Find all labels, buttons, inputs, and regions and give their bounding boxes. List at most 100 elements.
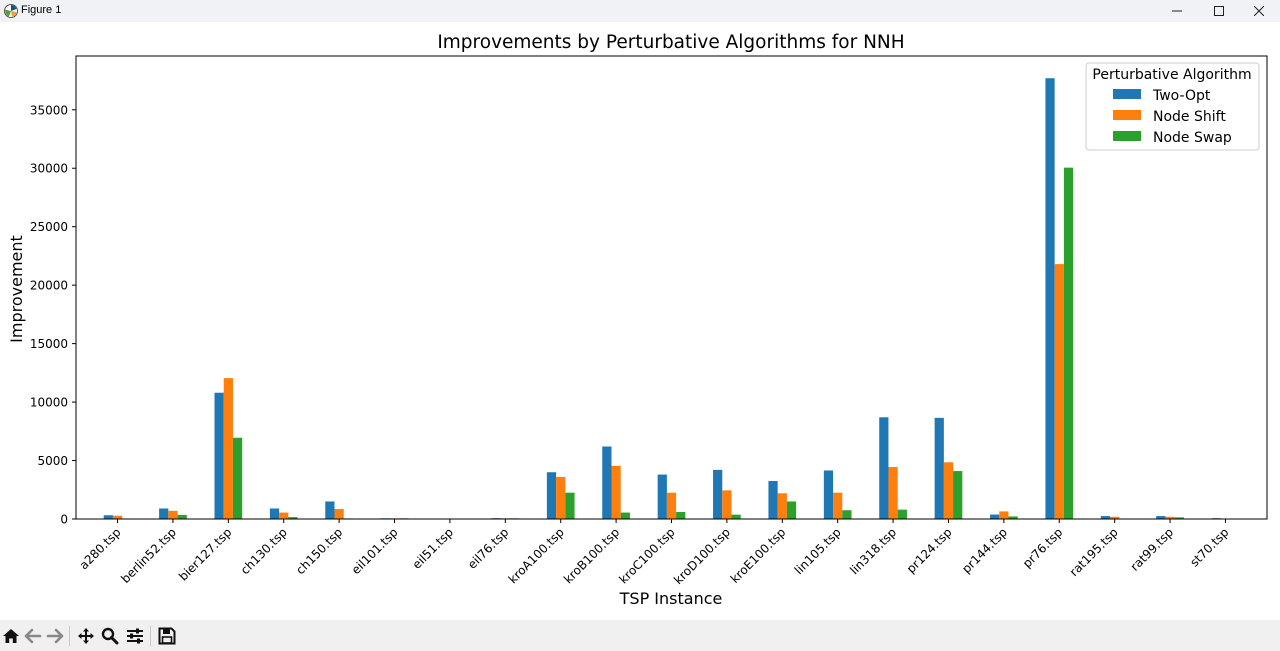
bar-two-opt-lin318-tsp [879, 417, 889, 519]
bar-node-swap-ch130-tsp [288, 517, 298, 519]
legend-swatch-node-swap [1113, 131, 1141, 141]
x-tick-label: rat195.tsp [1067, 525, 1121, 579]
save-button[interactable] [156, 625, 178, 647]
bar-node-swap-bier127-tsp [232, 437, 243, 519]
matplotlib-icon [4, 4, 18, 18]
zoom-button[interactable] [99, 625, 121, 647]
bar-node-shift-bier127-tsp [223, 378, 233, 519]
toolbar-separator [150, 626, 151, 646]
bar-two-opt-a280-tsp [103, 515, 113, 519]
back-arrow-icon [24, 628, 42, 644]
bar-node-swap-krod100-tsp [731, 514, 741, 519]
home-button[interactable] [0, 625, 22, 647]
y-tick-label: 30000 [30, 162, 68, 176]
bar-node-shift-rat99-tsp [1165, 516, 1175, 519]
close-button[interactable] [1236, 0, 1280, 22]
configure-subplots-icon [127, 628, 143, 644]
bars [103, 78, 1240, 519]
x-tick-label: kroB100.tsp [561, 525, 622, 586]
x-tick-label: ch150.tsp [293, 525, 345, 577]
x-tick-label: ch130.tsp [238, 525, 290, 577]
bar-node-shift-ch150-tsp [334, 509, 344, 519]
x-tick-label: pr76.tsp [1020, 525, 1065, 570]
bar-two-opt-ch130-tsp [269, 508, 280, 519]
bar-node-swap-lin318-tsp [897, 509, 907, 519]
bar-chart: Improvements by Perturbative Algorithms … [7, 32, 1268, 608]
bar-two-opt-rat195-tsp [1100, 516, 1111, 519]
bar-node-swap-krob100-tsp [620, 512, 630, 519]
x-tick-label: lin105.tsp [792, 525, 844, 577]
home-icon [3, 629, 19, 643]
x-tick-label: rat99.tsp [1128, 525, 1177, 574]
bar-node-swap-kroe100-tsp [786, 501, 797, 519]
bar-two-opt-kroa100-tsp [546, 472, 557, 519]
toolbar-separator [69, 626, 70, 646]
bar-node-shift-pr144-tsp [999, 511, 1009, 519]
bar-node-shift-pr76-tsp [1054, 264, 1064, 519]
y-tick-label: 35000 [30, 103, 68, 117]
maximize-button[interactable] [1196, 0, 1242, 22]
bar-node-swap-berlin52-tsp [177, 514, 187, 519]
bar-two-opt-pr144-tsp [990, 514, 1000, 519]
x-tick-label: pr144.tsp [959, 525, 1010, 576]
y-tick-label: 0 [60, 513, 68, 527]
pan-move-icon [78, 628, 94, 644]
bar-node-shift-krob100-tsp [611, 465, 621, 519]
zoom-magnifier-icon [101, 627, 119, 645]
bar-node-swap-rat99-tsp [1174, 517, 1184, 519]
bar-node-shift-a280-tsp [112, 515, 123, 519]
x-tick-label: eil101.tsp [349, 525, 401, 577]
bar-node-shift-pr124-tsp [943, 462, 954, 519]
minimize-icon [1172, 10, 1182, 12]
x-tick-label: lin318.tsp [847, 525, 899, 577]
y-tick-label: 20000 [30, 279, 68, 293]
bar-node-shift-rat195-tsp [1110, 516, 1120, 519]
plot-frame [75, 55, 1268, 520]
bar-two-opt-kroc100-tsp [657, 474, 667, 519]
bar-two-opt-berlin52-tsp [159, 508, 169, 519]
navigation-toolbar [0, 620, 1280, 651]
forward-arrow-icon [46, 628, 64, 644]
bar-node-shift-kroe100-tsp [777, 493, 787, 519]
legend-label-node-shift: Node Shift [1153, 109, 1226, 125]
bar-node-swap-pr144-tsp [1008, 516, 1018, 519]
y-axis-label: Improvement [7, 235, 26, 343]
chart-title: Improvements by Perturbative Algorithms … [437, 32, 904, 53]
bar-node-shift-lin318-tsp [888, 466, 898, 519]
bar-two-opt-pr124-tsp [934, 417, 944, 519]
forward-button[interactable] [44, 625, 66, 647]
x-tick-label: berlin52.tsp [118, 525, 179, 586]
bar-node-shift-ch130-tsp [279, 512, 289, 519]
maximize-icon [1214, 6, 1224, 16]
y-tick-label: 15000 [30, 337, 68, 351]
save-floppy-icon [158, 627, 176, 645]
close-icon [1254, 6, 1264, 16]
bar-two-opt-krod100-tsp [713, 469, 723, 519]
legend-box [1085, 62, 1260, 151]
bar-node-swap-kroa100-tsp [565, 492, 575, 519]
legend-label-two-opt: Two-Opt [1152, 88, 1211, 104]
pan-button[interactable] [75, 625, 97, 647]
x-tick-label: eil51.tsp [410, 525, 456, 571]
x-tick-label: kroD100.tsp [671, 525, 733, 587]
window-titlebar: Figure 1 [0, 0, 1280, 22]
legend: Perturbative Algorithm Two-Opt Node Shif… [1085, 62, 1260, 151]
bar-two-opt-kroe100-tsp [768, 481, 778, 519]
bar-node-shift-kroa100-tsp [556, 476, 566, 519]
window-title: Figure 1 [21, 4, 62, 16]
bar-node-swap-lin105-tsp [842, 510, 852, 519]
legend-title: Perturbative Algorithm [1092, 67, 1251, 83]
configure-subplots-button[interactable] [124, 625, 146, 647]
figure-canvas[interactable]: Improvements by Perturbative Algorithms … [0, 22, 1280, 620]
x-tick-label: eil76.tsp [465, 525, 511, 571]
x-tick-label: bier127.tsp [176, 525, 234, 583]
x-tick-label: kroA100.tsp [506, 525, 567, 586]
bar-node-swap-pr76-tsp [1063, 167, 1074, 519]
bar-node-shift-berlin52-tsp [168, 510, 178, 519]
bar-two-opt-bier127-tsp [214, 392, 224, 519]
minimize-button[interactable] [1154, 0, 1200, 22]
back-button[interactable] [22, 625, 44, 647]
bar-node-shift-lin105-tsp [833, 492, 843, 519]
bar-two-opt-pr76-tsp [1045, 78, 1055, 519]
x-tick-label: kroE100.tsp [728, 525, 789, 586]
